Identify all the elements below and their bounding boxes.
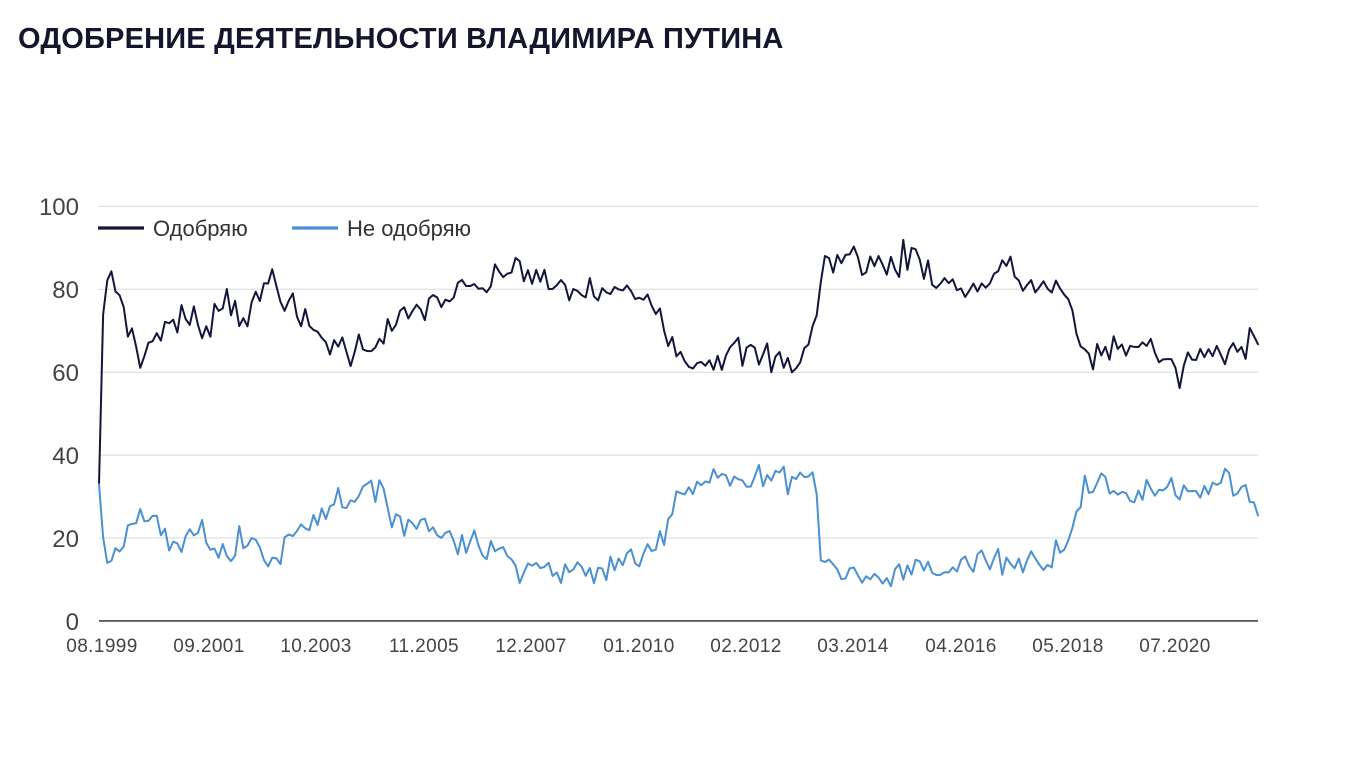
svg-text:20: 20 [52, 526, 79, 553]
svg-text:40: 40 [52, 443, 79, 470]
svg-text:03.2014: 03.2014 [817, 636, 889, 657]
svg-text:09.2001: 09.2001 [173, 636, 244, 657]
svg-text:07.2020: 07.2020 [1139, 636, 1210, 657]
svg-text:100: 100 [39, 194, 79, 221]
svg-text:12.2007: 12.2007 [495, 636, 566, 657]
svg-text:0: 0 [66, 609, 79, 636]
svg-text:01.2010: 01.2010 [603, 636, 674, 657]
svg-text:60: 60 [52, 360, 79, 387]
svg-text:Не одобряю: Не одобряю [347, 216, 471, 241]
svg-text:02.2012: 02.2012 [710, 636, 781, 657]
svg-text:10.2003: 10.2003 [280, 636, 351, 657]
svg-text:11.2005: 11.2005 [389, 636, 459, 657]
svg-text:04.2016: 04.2016 [925, 636, 996, 657]
svg-text:80: 80 [52, 277, 79, 304]
svg-text:05.2018: 05.2018 [1032, 636, 1103, 657]
svg-text:08.1999: 08.1999 [66, 636, 137, 657]
svg-text:Одобряю: Одобряю [153, 216, 248, 241]
